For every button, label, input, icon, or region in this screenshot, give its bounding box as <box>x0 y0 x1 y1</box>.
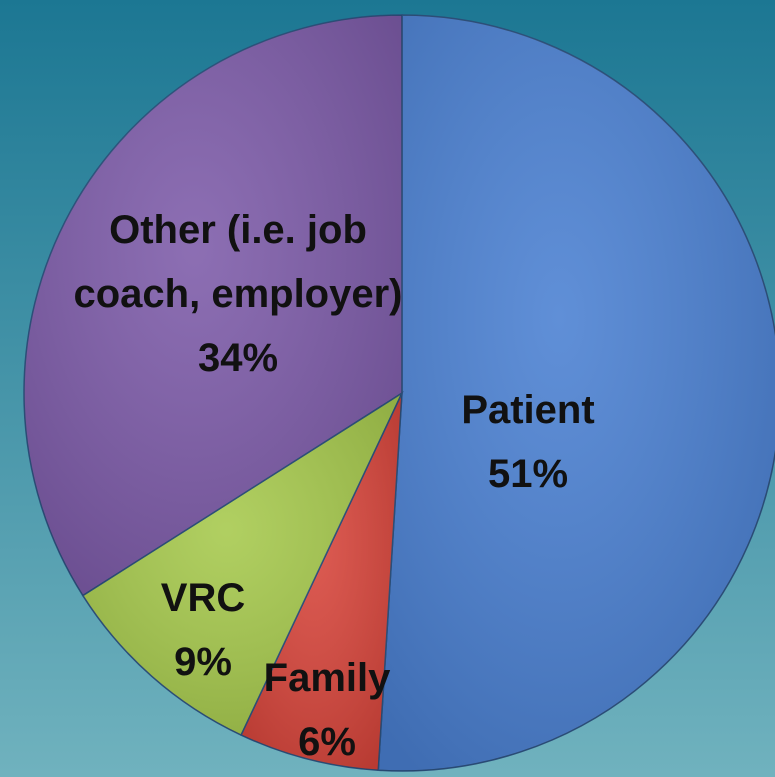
category-label: Other (i.e. job coach, employer) <box>73 208 403 316</box>
value-label: 34% <box>197 336 279 380</box>
value-label: 6% <box>298 720 356 764</box>
slice-label: VRC 9% <box>123 566 283 694</box>
slice-shade <box>378 15 775 771</box>
slice-label: Other (i.e. job coach, employer) 34% <box>73 198 403 390</box>
slice-shade <box>24 15 403 596</box>
category-label: Patient <box>461 388 595 432</box>
slice-label: Patient 51% <box>398 378 658 506</box>
slice-shade <box>241 393 402 771</box>
category-label: Family <box>263 656 391 700</box>
category-label: VRC <box>160 576 246 620</box>
slice-label: Family 6% <box>227 646 427 774</box>
value-label: 51% <box>487 452 569 496</box>
slice-shade <box>82 393 402 736</box>
value-label: 9% <box>174 640 232 684</box>
